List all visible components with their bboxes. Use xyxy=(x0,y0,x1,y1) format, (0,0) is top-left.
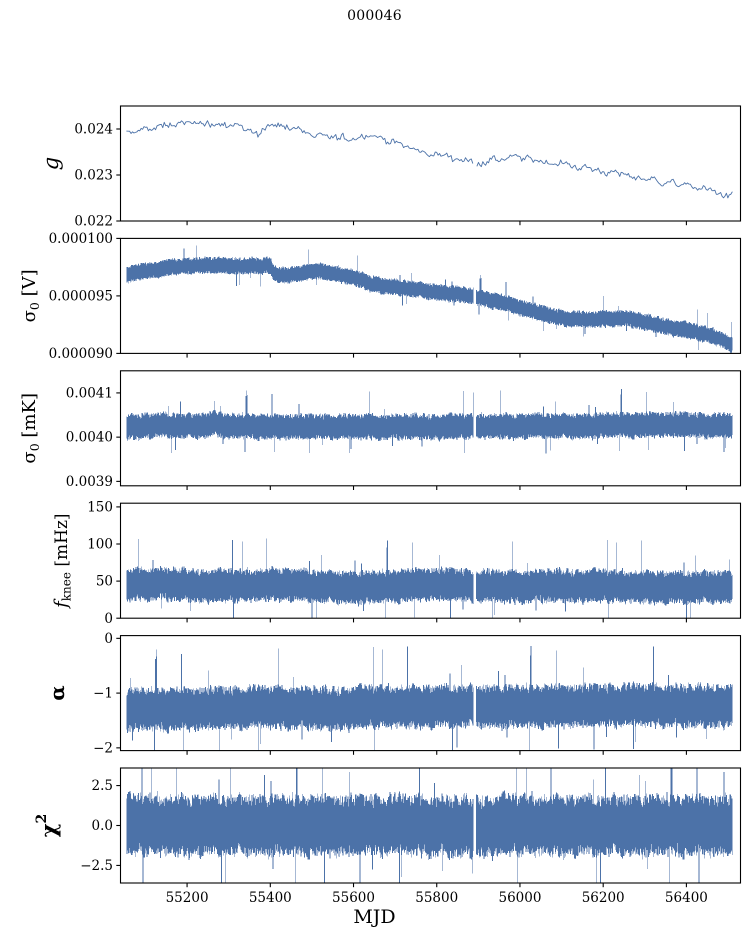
panel-chi2: 2.5 0.0 −2.5 55200 55400 55600 55800 56000 56200… xyxy=(34,767,742,906)
data-series-fknee xyxy=(126,538,733,619)
svg-text:fknee [mHz]: fknee [mHz] xyxy=(51,513,73,609)
y-axis-label-alpha: α xyxy=(45,685,69,700)
y-tick-label: 0.023 xyxy=(74,168,113,184)
x-tick-label: 55600 xyxy=(332,890,375,906)
y-tick-label: 0.000090 xyxy=(49,346,113,362)
y-tick-label: 0.0041 xyxy=(66,386,113,402)
y-tick-label: 0.0 xyxy=(92,818,113,834)
y-tick-label: 0.0039 xyxy=(66,474,113,490)
y-axis-label-sigma0-mk: σ0 [mK] xyxy=(19,393,42,464)
x-tick-label: 56000 xyxy=(498,890,541,906)
data-series-gain xyxy=(126,120,733,199)
data-series-sigma0-mk xyxy=(126,389,733,454)
y-axis-label-gain: g xyxy=(39,157,63,170)
data-series-chi2 xyxy=(126,768,733,883)
y-tick-label: 150 xyxy=(87,500,113,516)
panel-gain: 0.022 0.023 0.024 g xyxy=(39,105,742,230)
y-tick-label: 2.5 xyxy=(92,778,113,794)
svg-text:g: g xyxy=(39,157,63,170)
x-tick-label: 55800 xyxy=(415,890,458,906)
panel-sigma0-mk: 0.0039 0.0040 0.0041 σ0 [mK] xyxy=(19,370,742,490)
y-axis-label-chi2: χ2 xyxy=(34,814,61,838)
panel-frame xyxy=(119,105,742,222)
figure-title: 000046 xyxy=(347,8,402,24)
svg-text:χ2: χ2 xyxy=(34,814,61,838)
y-tick-label: −2.5 xyxy=(80,858,113,874)
panel-alpha: 0 −1 −2 α xyxy=(45,631,742,756)
svg-text:σ0 [mK]: σ0 [mK] xyxy=(19,393,42,464)
x-axis-label: MJD xyxy=(353,906,396,928)
y-tick-label: 0.024 xyxy=(74,122,113,138)
panel-frame xyxy=(119,370,742,487)
y-tick-label: −1 xyxy=(93,686,113,702)
y-axis-label-sigma0-volts: σ0 [V] xyxy=(19,269,42,322)
y-tick-label: 0 xyxy=(104,631,113,647)
y-tick-label: 50 xyxy=(96,574,113,590)
panel-fknee: 0 50 100 150 fknee [mHz] xyxy=(51,500,742,627)
x-tick-label: 56400 xyxy=(665,890,708,906)
svg-text:α: α xyxy=(45,685,69,700)
y-axis-label-fknee: fknee [mHz] xyxy=(51,513,73,609)
data-series-sigma0-volts xyxy=(126,245,733,354)
x-tick-label: 55200 xyxy=(166,890,209,906)
y-tick-label: 100 xyxy=(87,537,113,553)
data-series-alpha xyxy=(126,646,733,751)
y-tick-label: 0.000095 xyxy=(49,289,113,305)
panel-sigma0-volts: 0.000090 0.000095 0.000100 σ0 [V] xyxy=(19,231,742,362)
y-tick-label: −2 xyxy=(93,740,113,756)
y-tick-label: 0.000100 xyxy=(49,231,113,247)
y-tick-label: 0.0040 xyxy=(66,430,113,446)
x-tick-label: 55400 xyxy=(249,890,292,906)
x-tick-label: 56200 xyxy=(582,890,625,906)
svg-text:σ0 [V]: σ0 [V] xyxy=(19,269,42,322)
y-tick-label: 0 xyxy=(104,611,113,627)
y-tick-label: 0.022 xyxy=(74,214,113,230)
panel-frame xyxy=(119,502,742,619)
